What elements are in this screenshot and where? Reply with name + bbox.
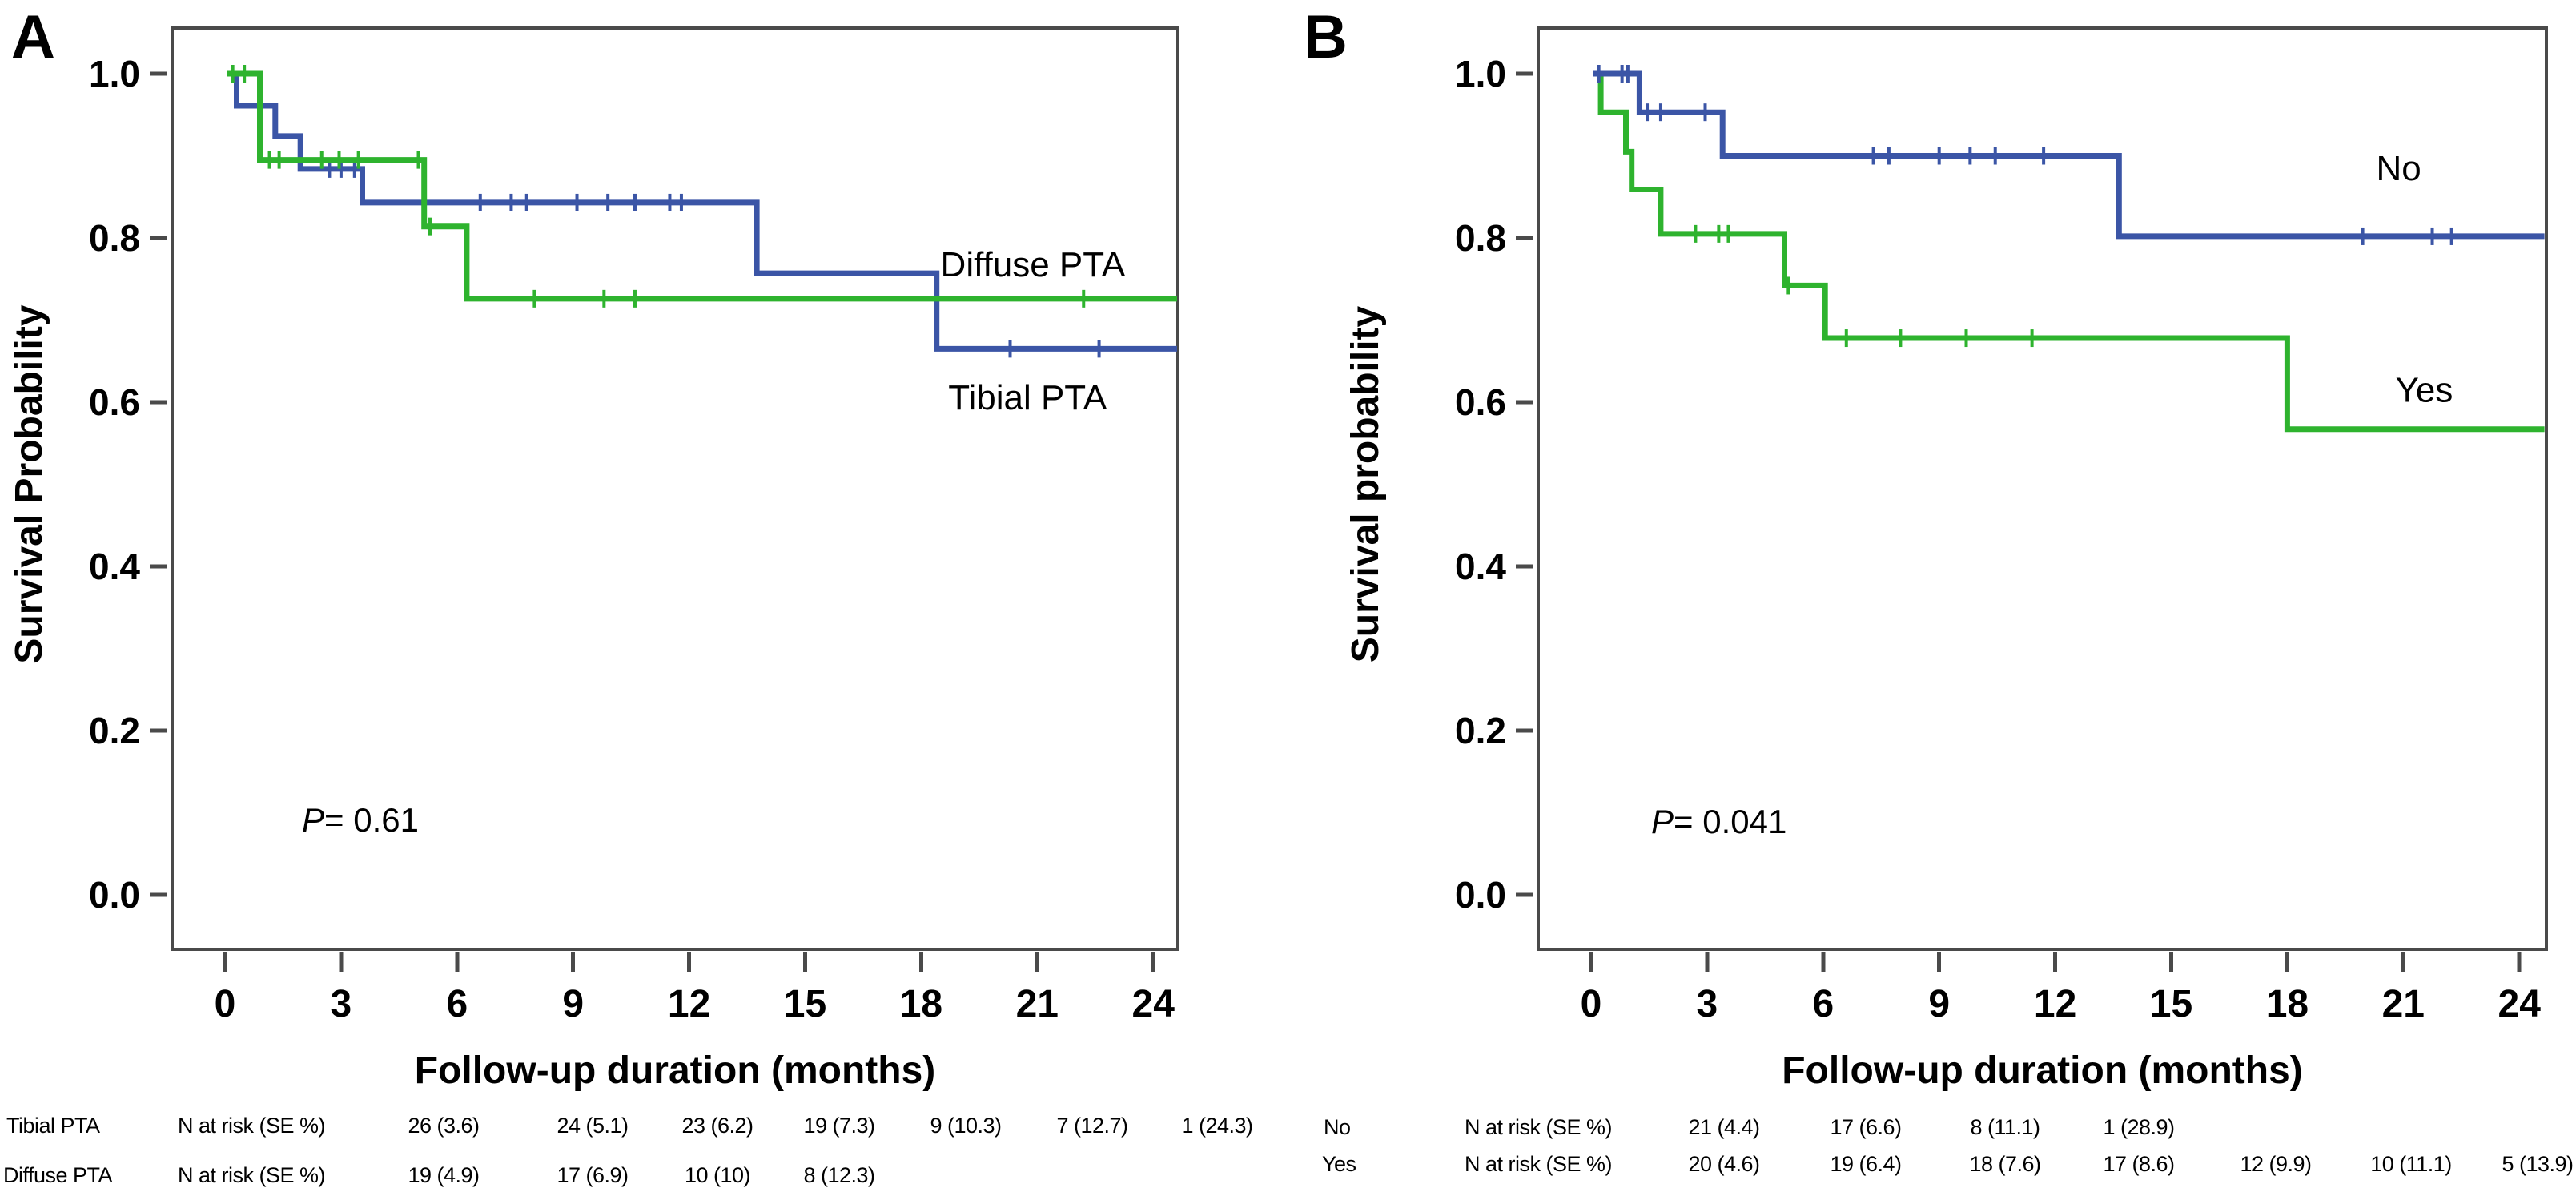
at-risk-cell: 8 (12.3): [803, 1163, 875, 1187]
curve-label: Tibial PTA: [948, 378, 1107, 417]
x-tick-label: 0: [215, 983, 236, 1025]
at-risk-cell: 9 (10.3): [930, 1113, 1002, 1138]
x-tick-label: 6: [446, 983, 468, 1025]
y-tick-label: 0.8: [89, 217, 140, 259]
x-tick-label: 21: [1016, 983, 1059, 1025]
y-tick-label: 1.0: [89, 53, 140, 95]
y-tick-label: 0.0: [1455, 874, 1506, 916]
survival-curve-yes: [1593, 70, 2545, 433]
p-value-label: P= 0.041: [1651, 803, 1786, 840]
at-risk-row-label: No: [1324, 1115, 1351, 1139]
y-tick-label: 0.6: [1455, 381, 1506, 423]
at-risk-cell: 17 (8.6): [2103, 1152, 2175, 1176]
at-risk-cell: 12 (9.9): [2240, 1152, 2312, 1176]
at-risk-cell: 18 (7.6): [1969, 1152, 2041, 1176]
x-tick-label: 15: [784, 983, 826, 1025]
x-tick-label: 3: [1697, 983, 1718, 1025]
x-tick-label: 18: [900, 983, 942, 1025]
x-tick-label: 21: [2382, 983, 2425, 1025]
panel-b: 1.0 0.8 0.6 0.4 0.2 0.0 0 3 6 9 12 15 18 21 24 Follow-u…: [1288, 0, 2576, 1192]
at-risk-row-label: Diffuse PTA: [3, 1163, 113, 1187]
curve-label: No: [2376, 149, 2421, 188]
panel-a: 1.0 0.8 0.6 0.4 0.2 0.0 0 3 6 9 12 15 18 21 24 Follow-u…: [3, 3, 1253, 1187]
x-tick-label: 24: [2498, 983, 2542, 1025]
curve-label: Diffuse PTA: [941, 245, 1126, 284]
y-axis-title: Survival probability: [1344, 305, 1387, 662]
y-tick-label: 0.4: [89, 546, 140, 587]
panel-b-chart: 1.0 0.8 0.6 0.4 0.2 0.0 0 3 6 9 12 15 18 21 24 Follow-u…: [1304, 3, 2548, 1092]
p-value-label: P= 0.61: [302, 801, 419, 839]
y-tick-label: 1.0: [1455, 53, 1506, 95]
y-tick-label: 0.0: [89, 874, 140, 916]
at-risk-row-label: Tibial PTA: [6, 1113, 100, 1138]
at-risk-row-header: N at risk (SE %): [178, 1113, 326, 1138]
y-tick-label: 0.2: [89, 710, 140, 751]
at-risk-cell: 26 (3.6): [408, 1113, 480, 1138]
at-risk-cell: 20 (4.6): [1688, 1152, 1760, 1176]
at-risk-cell: 1 (24.3): [1181, 1113, 1253, 1138]
at-risk-cell: 24 (5.1): [557, 1113, 629, 1138]
at-risk-row-header: N at risk (SE %): [1465, 1115, 1613, 1139]
at-risk-row-label: Yes: [1322, 1152, 1356, 1176]
at-risk-cell: 19 (4.9): [408, 1163, 480, 1187]
x-tick-label: 6: [1812, 983, 1834, 1025]
x-tick-label: 12: [668, 983, 710, 1025]
at-risk-cell: 5 (13.9): [2502, 1152, 2574, 1176]
at-risk-cell: 19 (6.4): [1830, 1152, 1902, 1176]
at-risk-cell: 8 (11.1): [1970, 1115, 2040, 1139]
panel-letter: A: [11, 3, 55, 71]
x-tick-label: 0: [1581, 983, 1602, 1025]
at-risk-cell: 21 (4.4): [1688, 1115, 1760, 1139]
panel-letter: B: [1304, 3, 1348, 71]
at-risk-cell: 10 (11.1): [2370, 1152, 2452, 1176]
panel-a-chart: 1.0 0.8 0.6 0.4 0.2 0.0 0 3 6 9 12 15 18 21 24 Follow-u…: [8, 3, 1179, 1092]
at-risk-cell: 10 (10): [684, 1163, 751, 1187]
y-tick-label: 0.4: [1455, 546, 1506, 587]
x-tick-label: 18: [2266, 983, 2309, 1025]
at-risk-cell: 23 (6.2): [681, 1113, 754, 1138]
at-risk-cell: 19 (7.3): [803, 1113, 875, 1138]
x-tick-label: 3: [331, 983, 352, 1025]
x-tick-label: 9: [562, 983, 584, 1025]
survival-curve-diffuse-pta: [228, 70, 1177, 352]
at-risk-row-header: N at risk (SE %): [178, 1163, 326, 1187]
x-tick-label: 15: [2150, 983, 2192, 1025]
survival-curve-no: [1593, 70, 2545, 240]
at-risk-cell: 17 (6.9): [557, 1163, 629, 1187]
x-tick-label: 24: [1132, 983, 1175, 1025]
x-tick-label: 12: [2034, 983, 2076, 1025]
curve-label: Yes: [2396, 371, 2453, 410]
plot-frame: [1537, 26, 2548, 951]
y-tick-label: 0.8: [1455, 217, 1506, 259]
x-tick-label: 9: [1928, 983, 1950, 1025]
y-tick-label: 0.2: [1455, 710, 1506, 751]
y-tick-label: 0.6: [89, 381, 140, 423]
plot-frame: [171, 26, 1179, 951]
at-risk-row-header: N at risk (SE %): [1465, 1152, 1613, 1176]
at-risk-cell: 1 (28.9): [2103, 1115, 2175, 1139]
x-axis-title: Follow-up duration (months): [415, 1049, 936, 1092]
x-axis-title: Follow-up duration (months): [1782, 1049, 2303, 1092]
at-risk-cell: 17 (6.6): [1830, 1115, 1902, 1139]
at-risk-cell: 7 (12.7): [1056, 1113, 1128, 1138]
survival-curve-tibial-pta: [227, 70, 1177, 302]
y-axis-title: Survival Probability: [8, 304, 50, 663]
